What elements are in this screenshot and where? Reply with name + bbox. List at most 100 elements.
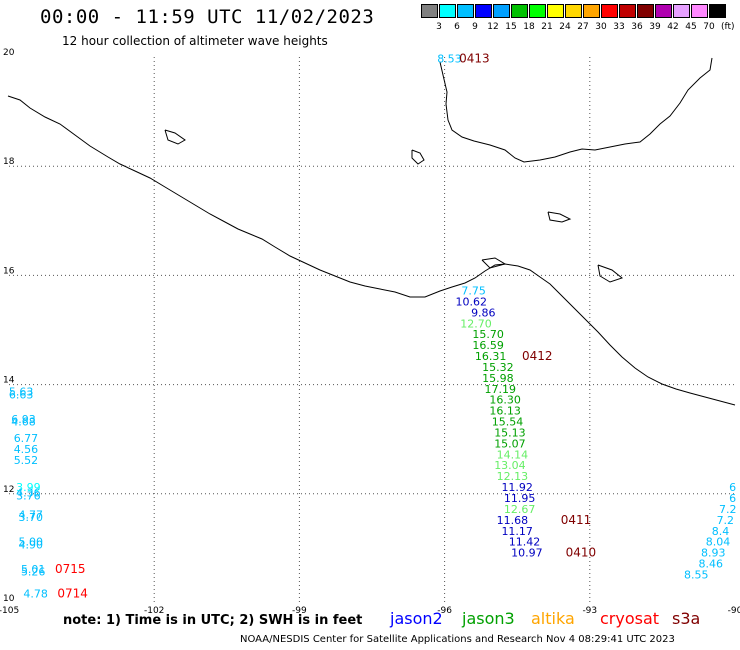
legend-level-label: 27 xyxy=(577,22,589,32)
swh-value-label: 3.99 xyxy=(16,481,41,494)
satellite-name-altika: altika xyxy=(531,609,575,628)
legend-level-label: 15 xyxy=(505,22,517,32)
legend-level-label: 45 xyxy=(685,22,697,32)
swh-value-label: 12.13 xyxy=(497,470,529,483)
swh-value-label: 12.67 xyxy=(504,503,536,516)
lat-tick-label: 10 xyxy=(3,594,15,604)
satellite-name-cryosat: cryosat xyxy=(600,609,660,628)
legend-level-label: 70 xyxy=(703,22,715,32)
legend-swatch xyxy=(475,4,492,18)
swh-value-label: 15.13 xyxy=(494,426,526,439)
time-label: 0412 xyxy=(522,349,553,363)
legend-swatch xyxy=(565,4,582,18)
swh-value-label: 16.31 xyxy=(475,350,507,363)
legend-swatch xyxy=(529,4,546,18)
swh-value-label: 15.54 xyxy=(492,416,524,429)
time-label: 0410 xyxy=(566,546,597,560)
swh-value-label: 17.19 xyxy=(485,383,517,396)
swh-value-label: 15.70 xyxy=(472,328,504,341)
legend-level-label: 3 xyxy=(436,22,442,32)
legend-swatch xyxy=(601,4,618,18)
legend-swatch xyxy=(511,4,528,18)
swh-value-label: 7.2 xyxy=(719,503,737,516)
lat-lon-grid: -105 -102 -99 -96 -93 -90 20 18 16 14 12 10 xyxy=(0,48,740,616)
legend-swatch xyxy=(583,4,600,18)
swh-value-label: 5.26 xyxy=(21,566,46,579)
satellite-name-jason2: jason2 xyxy=(390,609,443,628)
map-subtitle: 12 hour collection of altimeter wave hei… xyxy=(62,34,328,48)
swh-value-label: 9.86 xyxy=(471,306,496,319)
satellite-name-s3a: s3a xyxy=(672,609,701,628)
swh-value-label: 5.01 xyxy=(21,563,46,576)
swh-value-label: 12.70 xyxy=(460,317,492,330)
time-label: 0413 xyxy=(459,51,490,65)
swh-value-label: 10.97 xyxy=(511,547,543,560)
swh-value-label: 11.42 xyxy=(509,536,541,549)
swh-value-label: 3.70 xyxy=(19,511,44,524)
lon-tick-label: -90 xyxy=(728,606,740,616)
swh-value-label: 6.77 xyxy=(14,432,39,445)
satellite-name-jason3: jason3 xyxy=(462,609,515,628)
plot-frame xyxy=(9,57,735,603)
legend-swatch xyxy=(547,4,564,18)
lon-tick-label: -105 xyxy=(0,606,19,616)
legend-level-label: 30 xyxy=(595,22,607,32)
swh-value-label: 6 xyxy=(729,481,736,494)
swh-value-label: 11.95 xyxy=(504,492,536,505)
legend-swatch xyxy=(673,4,690,18)
swh-value-label: 11.68 xyxy=(497,514,529,527)
legend-level-label: 18 xyxy=(523,22,535,32)
legend-swatch xyxy=(709,4,726,18)
swh-value-label: 8.93 xyxy=(701,547,726,560)
legend-level-label: 39 xyxy=(649,22,661,32)
lon-tick-label: -99 xyxy=(292,606,307,616)
swh-value-label: 7.2 xyxy=(717,514,735,527)
legend-swatch xyxy=(637,4,654,18)
swh-value-label: 5.63 xyxy=(9,386,34,399)
legend-level-label: 24 xyxy=(559,22,571,32)
legend-swatch xyxy=(619,4,636,18)
swh-value-label: 5.52 xyxy=(14,454,39,467)
legend-level-label: 9 xyxy=(472,22,478,32)
coastline-gulf xyxy=(439,57,713,163)
island-outline xyxy=(411,149,425,165)
legend-level-label: 42 xyxy=(667,22,679,32)
swh-value-label: 4.68 xyxy=(11,416,36,429)
lat-tick-label: 20 xyxy=(3,48,15,58)
swh-value-label: 8.04 xyxy=(706,536,731,549)
swh-value-label: 4.90 xyxy=(19,538,44,551)
lat-tick-label: 18 xyxy=(3,157,15,167)
swh-value-label: 8.4 xyxy=(712,525,730,538)
swh-value-label: 6 xyxy=(729,492,736,505)
credit-line: NOAA/NESDIS Center for Satellite Applica… xyxy=(240,634,675,645)
lat-tick-label: 12 xyxy=(3,485,14,495)
island-outline xyxy=(547,211,572,223)
time-label: 0411 xyxy=(561,513,592,527)
swh-value-label: 8.53 xyxy=(437,52,462,65)
island-outline xyxy=(481,257,507,269)
swh-value-label: 14.14 xyxy=(497,448,529,461)
swh-value-label: 7.75 xyxy=(461,285,486,298)
legend-swatch xyxy=(457,4,474,18)
legend-swatch xyxy=(421,4,438,18)
swh-value-label: 5.00 xyxy=(19,536,44,549)
lon-tick-label: -93 xyxy=(582,606,597,616)
coastline xyxy=(7,57,736,406)
island-outline xyxy=(597,264,624,283)
swh-value-label: 8.46 xyxy=(699,558,724,571)
swh-value-label: 16.30 xyxy=(489,394,521,407)
legend-level-label: 12 xyxy=(487,22,499,32)
swh-value-label: 10.62 xyxy=(455,295,487,308)
swh-value-label: 15.32 xyxy=(482,361,514,374)
swh-value-label: 8.55 xyxy=(684,568,709,581)
swh-value-label: 16.13 xyxy=(489,405,521,418)
legend-swatch xyxy=(493,4,510,18)
swh-value-label: 16.59 xyxy=(472,339,504,352)
footer-note: note: 1) Time is in UTC; 2) SWH is in fe… xyxy=(63,613,363,628)
swh-value-label: 4.36 xyxy=(16,487,41,500)
swh-value-label: 15.07 xyxy=(494,437,526,450)
legend-level-label: 21 xyxy=(541,22,553,32)
coastline-mexico xyxy=(7,95,736,406)
legend-level-label: 36 xyxy=(631,22,643,32)
